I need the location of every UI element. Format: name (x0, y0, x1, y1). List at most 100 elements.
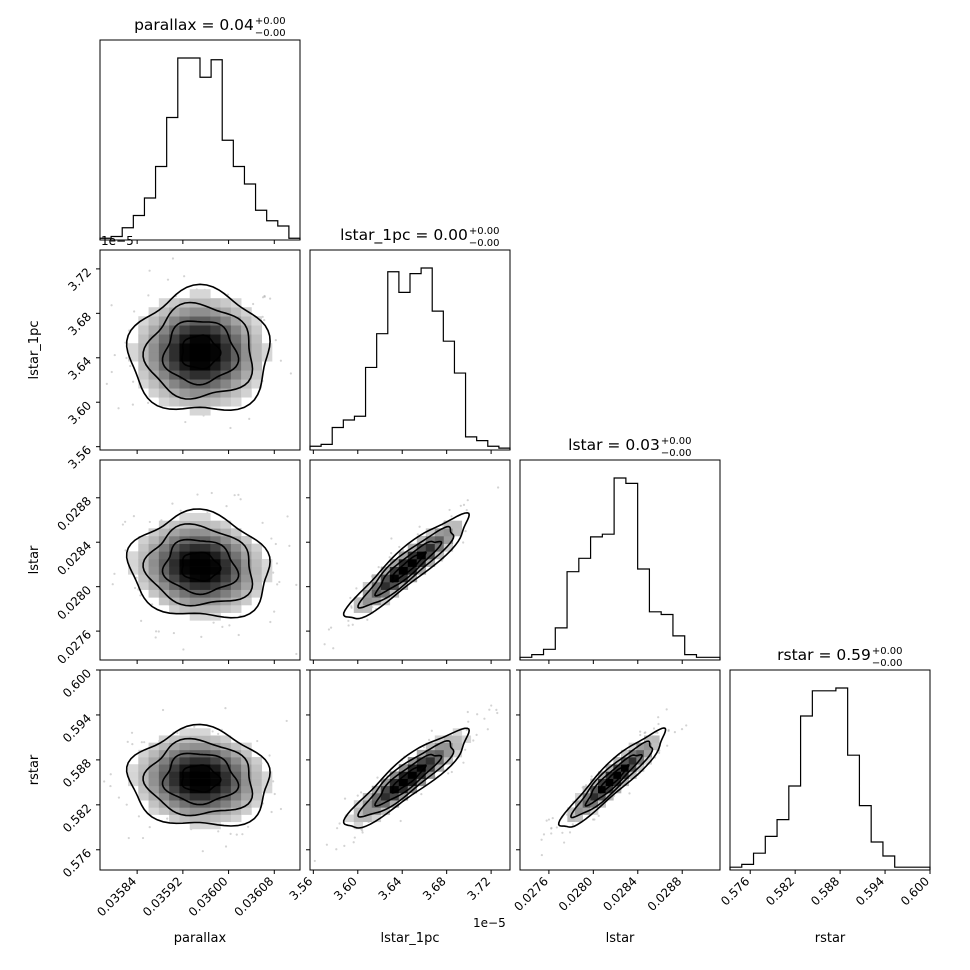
density-cell (230, 543, 242, 552)
density-cell (575, 807, 583, 815)
scatter-point (475, 733, 478, 737)
density-cell (230, 388, 242, 398)
scatter-point (329, 626, 333, 629)
title-rstar: rstar = 0.59 (777, 646, 871, 664)
scatter-point (352, 841, 355, 844)
density-cell (128, 343, 139, 353)
scatter-point (376, 776, 379, 779)
scatter-point (325, 843, 328, 846)
density-cell (452, 749, 463, 758)
density-cell (138, 379, 149, 389)
density-cell (651, 735, 660, 743)
panel-rstar-lstar: 0.0276 0.0280 0.0284 0.0288 (511, 669, 721, 914)
density-cell (425, 528, 436, 537)
density-cell (128, 551, 139, 560)
density-cell (200, 785, 211, 794)
density-cell (210, 574, 221, 583)
density-cell (189, 343, 201, 353)
scatter-point (377, 566, 380, 569)
density-cell (380, 574, 391, 583)
panel-rstar-lstar_1pc: 3.56 3.60 3.64 3.68 3.72 (287, 669, 511, 903)
scatter-point (685, 724, 688, 727)
density-cell (230, 792, 242, 801)
scatter-point (591, 818, 595, 821)
density-cell (148, 334, 160, 344)
density-cell (179, 325, 191, 335)
title-lstar: lstar = 0.03 (568, 436, 660, 454)
x-tick-label: 0.03608 (231, 874, 276, 919)
scatter-point (200, 635, 203, 639)
scatter-point (416, 533, 419, 536)
density-cell (605, 792, 614, 801)
density-cell (443, 520, 454, 529)
density-cell (605, 771, 614, 779)
density-cell (220, 742, 232, 751)
title-sup-lstar_1pc: +0.00 (469, 226, 500, 237)
density-cell (200, 536, 211, 544)
density-cell (425, 536, 436, 544)
density-cell (598, 778, 606, 787)
contour-line (391, 764, 427, 794)
density-cell (169, 582, 180, 590)
density-cell (230, 589, 242, 598)
contour-line (584, 754, 643, 807)
density-cell (416, 771, 427, 779)
density-cell (210, 520, 221, 529)
scatter-point (551, 817, 554, 820)
density-cell (179, 370, 191, 380)
density-cell (189, 612, 201, 621)
density-cell (251, 778, 263, 787)
density-cell (251, 551, 263, 560)
density-cell (628, 742, 637, 751)
density-cell (230, 316, 242, 326)
density-cell (220, 361, 232, 371)
density-cell (158, 597, 170, 606)
density-cell (169, 536, 180, 544)
density-cell (251, 582, 263, 590)
x-axis-label-parallax: parallax (174, 931, 227, 946)
scatter-point (235, 833, 238, 836)
scatter-point (132, 515, 136, 518)
density-cell (416, 757, 427, 765)
density-cell (230, 334, 242, 344)
contour-line (181, 334, 222, 370)
density-cell (138, 785, 149, 794)
scatter-point (441, 524, 445, 527)
panel-frame (519, 669, 721, 871)
scatter-point (448, 508, 451, 512)
density-cell (148, 559, 160, 567)
density-cell (189, 307, 201, 317)
title-sub-parallax: −0.00 (255, 28, 286, 39)
scatter-point (140, 619, 143, 622)
density-cell (644, 749, 652, 758)
density-cell (189, 814, 201, 823)
scatter-point (143, 741, 146, 744)
x-tick-label: 0.0284 (600, 874, 640, 914)
scatter-point (241, 833, 244, 836)
scatter-point (272, 571, 275, 574)
scatter-point (628, 792, 631, 795)
density-cell (380, 785, 391, 794)
density-cell (179, 388, 191, 398)
contour-line (342, 727, 471, 829)
y-tick-label: 0.600 (60, 666, 94, 700)
y-axis-label-rstar: rstar (27, 754, 42, 785)
density-cell (613, 771, 622, 779)
y-tick-label: 0.0280 (55, 583, 95, 623)
scatter-point (225, 505, 228, 508)
density-cell (169, 379, 180, 389)
density-cell (230, 370, 242, 380)
scatter-point (278, 580, 281, 584)
density-cell (189, 821, 201, 830)
density-cell (179, 742, 191, 751)
contour-line (599, 764, 630, 794)
density-cell (169, 551, 180, 560)
scatter-point (398, 545, 401, 549)
density-cell (261, 574, 273, 583)
density-cell (251, 589, 263, 598)
scatter-point (483, 717, 486, 720)
scatter-point (464, 748, 467, 751)
contour-line (342, 511, 471, 620)
density-cell (241, 316, 252, 326)
density-cell (210, 612, 221, 621)
